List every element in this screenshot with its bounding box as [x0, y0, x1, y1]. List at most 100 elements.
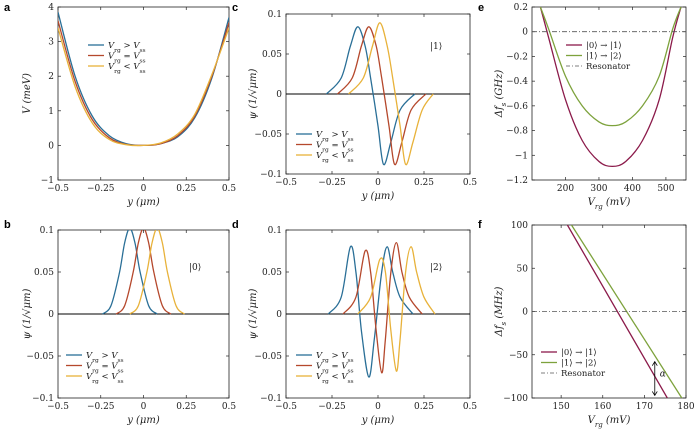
panel-letter: c	[232, 2, 238, 14]
x-tick-label: 0.5	[222, 184, 237, 194]
panel-letter: a	[4, 2, 11, 14]
series-line-a-0	[58, 12, 229, 147]
y-tick-label: −0.1	[260, 170, 282, 180]
y-tick-label: −0.1	[32, 394, 54, 404]
x-tick-label: 400	[624, 184, 641, 194]
y-tick-label: −1	[41, 176, 54, 186]
x-tick-label: 180	[677, 402, 694, 412]
x-tick-label: −0.25	[318, 402, 346, 412]
x-tick-label: 0	[375, 178, 381, 188]
x-axis-label: Vrg (mV)	[588, 415, 631, 429]
series-line-c-1	[337, 26, 427, 166]
series-line-f-0	[566, 225, 668, 398]
x-tick-label: −0.5	[275, 402, 297, 412]
panel-e: e 200 300 400 500 −1.2 −1 −0.8 −0.6 −0.4 −0.2 0 0.2 V…	[478, 2, 687, 211]
series-line-c-0	[326, 26, 416, 166]
y-tick-label: −1	[515, 151, 528, 161]
legend-label: Vrg = Vss	[316, 362, 354, 375]
y-tick-label: 100	[511, 221, 528, 231]
y-tick-label: 0.1	[268, 226, 282, 236]
y-tick-label: 0	[48, 141, 54, 151]
x-tick-label: 300	[590, 184, 607, 194]
y-axis-label: ψ (1/√μm)	[248, 288, 259, 339]
y-tick-label: −0.6	[506, 102, 528, 112]
state-label: |0⟩	[189, 263, 201, 273]
y-tick-label: −0.2	[506, 52, 528, 62]
legend-label: |0⟩ → |1⟩	[561, 348, 597, 358]
legend-label: Vrg > Vss	[86, 351, 124, 364]
panel-a: a −0.5 −0.25 0 0.25 0.5 −1 0 1 2 3 4 y (μm) V (meV) Vr…	[4, 2, 236, 208]
legend-label: Vrg > Vss	[316, 130, 354, 143]
x-tick-label: 150	[553, 402, 570, 412]
legend-label: Resonator	[586, 62, 631, 72]
series-line-d-1	[342, 241, 423, 374]
plot-frame	[57, 6, 230, 181]
legend-label: Vrg > Vss	[316, 351, 354, 364]
x-tick-label: 0	[141, 184, 147, 194]
y-tick-label: 0	[522, 308, 528, 318]
panel-letter: d	[232, 219, 239, 231]
y-axis-label: Δfs (GHz)	[494, 70, 508, 119]
x-axis-label: y (μm)	[126, 415, 160, 426]
series-line-b-0	[102, 230, 158, 315]
y-tick-label: 0	[276, 90, 282, 100]
legend-label: Vrg > Vss	[108, 41, 146, 54]
x-tick-label: 500	[657, 184, 674, 194]
y-tick-label: 50	[517, 264, 529, 274]
y-tick-label: −0.4	[506, 77, 528, 87]
legend-label: Vrg = Vss	[316, 141, 354, 154]
panel-letter: f	[478, 219, 482, 231]
legend-label: Vrg < Vss	[316, 372, 354, 385]
y-axis-label: ψ (1/√μm)	[248, 68, 259, 119]
panel-f: f 150 160 170 180 −100 −50 0 50 100 Vrg (mV) Δfs (M…	[478, 219, 695, 429]
panel-letter: b	[4, 219, 11, 231]
y-tick-label: 1	[48, 107, 54, 117]
y-tick-label: 0.1	[40, 226, 54, 236]
alpha-arrowhead-bottom	[651, 391, 658, 397]
series-line-c-2	[348, 22, 434, 166]
y-tick-label: −100	[503, 394, 528, 404]
panel-b: b −0.5 −0.25 0 0.25 0.5 −0.1 −0.05 0 0.05 0.1 y (μm…	[4, 219, 236, 426]
legend-label: |1⟩ → |2⟩	[561, 359, 597, 369]
x-tick-label: −0.25	[318, 178, 346, 188]
x-tick-label: 0.5	[463, 178, 478, 188]
legend-label: Vrg < Vss	[86, 372, 124, 385]
panel-d: d −0.5 −0.25 0 0.25 0.5 −0.1 −0.05 0 0.05 0.1 y (μm…	[232, 219, 477, 426]
series-line-a-2	[58, 27, 229, 147]
series-line-e-0	[539, 7, 682, 168]
x-axis-label: y (μm)	[126, 197, 160, 208]
state-label: |2⟩	[430, 263, 442, 273]
x-tick-label: 0.5	[222, 402, 237, 412]
panel-letter: e	[478, 2, 484, 14]
x-tick-label: −0.25	[87, 184, 115, 194]
x-tick-label: −0.5	[47, 184, 69, 194]
legend-label: |0⟩ → |1⟩	[586, 41, 622, 51]
series-line-b-2	[129, 230, 185, 315]
state-label: |1⟩	[430, 42, 442, 52]
y-tick-label: −0.8	[506, 127, 528, 137]
x-tick-label: −0.25	[87, 402, 115, 412]
alpha-arrowhead-top	[651, 360, 658, 366]
legend-label: Vrg = Vss	[108, 52, 146, 65]
x-axis-label: y (μm)	[361, 191, 395, 202]
y-tick-label: 4	[48, 3, 54, 13]
y-tick-label: 0	[48, 310, 54, 320]
y-tick-label: 0.05	[262, 50, 282, 60]
x-tick-label: 0	[375, 402, 381, 412]
y-axis-label: V (meV)	[22, 73, 33, 114]
x-tick-label: 0.25	[176, 184, 196, 194]
y-tick-label: 0	[522, 28, 528, 38]
y-tick-label: 0.2	[514, 3, 528, 13]
legend-label: Vrg < Vss	[108, 62, 146, 75]
y-tick-label: −50	[509, 351, 528, 361]
series-line-d-2	[357, 246, 436, 372]
plot-frame	[531, 6, 687, 181]
x-tick-label: 0.25	[176, 402, 196, 412]
panel-c: c −0.5 −0.25 0 0.25 0.5 −0.1 −0.05 0 0.05 0.1 y (μm…	[232, 2, 477, 202]
y-tick-label: 0	[276, 310, 282, 320]
x-tick-label: 0	[141, 402, 147, 412]
legend-label: Vrg = Vss	[86, 362, 124, 375]
series-line-d-0	[327, 245, 414, 378]
y-tick-label: 3	[48, 38, 54, 48]
